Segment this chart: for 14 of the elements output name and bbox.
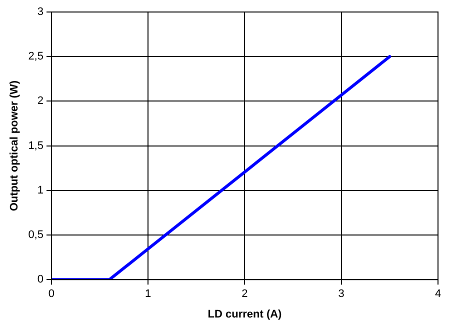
x-tick-label: 1 [145,288,152,300]
y-tick-label: 0 [37,274,44,286]
y-tick-label: 1 [37,184,44,196]
x-tick-label: 2 [242,288,248,300]
x-tick-label: 3 [338,288,344,300]
x-tick-label: 4 [434,288,442,300]
x-axis-title: LD current (A) [208,308,282,320]
y-tick-label: 3 [37,6,44,18]
y-tick-label: 0,5 [28,229,44,242]
y-axis-title: Output optical power (W) [8,80,21,212]
y-tick-label: 2,5 [28,50,44,63]
y-tick-label: 1,5 [28,140,44,152]
x-tick-label: 0 [48,288,55,300]
y-tick-label: 2 [37,95,44,108]
